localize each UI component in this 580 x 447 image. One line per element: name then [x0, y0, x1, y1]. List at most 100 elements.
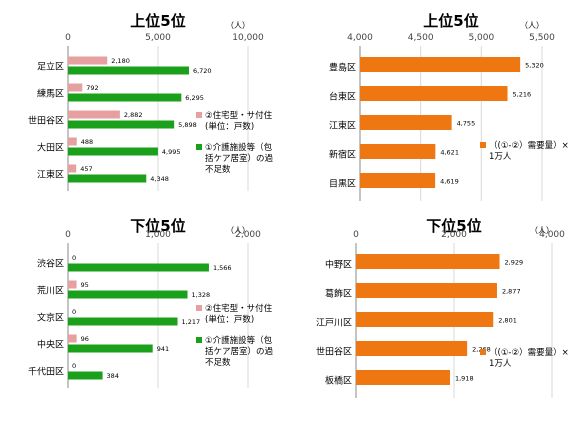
data-label: 4,755 — [457, 120, 476, 128]
category-label: 葛飾区 — [325, 288, 352, 300]
chart-bottom-right: 下位5位 （人） 0 2,000 4,000 中野区 2,929 葛飾区 2,877 江戸川区 2,… — [290, 205, 580, 420]
bar — [356, 254, 500, 269]
tick-label: 5,500 — [529, 33, 555, 43]
category-label: 荒川区 — [37, 286, 64, 297]
category-label: 大田区 — [37, 142, 64, 154]
legend-label: 不足数 — [205, 357, 231, 368]
category-label: 練馬区 — [37, 88, 64, 100]
legend-swatch — [196, 112, 202, 118]
category-label: 中野区 — [325, 259, 352, 271]
legend-swatch — [196, 144, 202, 150]
bar — [356, 283, 497, 298]
chart-svg: 上位5位 （人） 0 5,000 10,000 足立区 2,180 6,720 練馬区 792 6,… — [28, 12, 274, 191]
legend-label: （(①-②）需要量）× — [489, 347, 569, 358]
bar — [360, 115, 452, 130]
category-label: 足立区 — [37, 61, 64, 73]
data-label: 2,882 — [124, 111, 143, 119]
data-label: 5,216 — [513, 91, 532, 99]
legend-label: 1万人 — [489, 152, 512, 162]
data-label: 6,295 — [185, 94, 204, 102]
data-label: 1,566 — [213, 264, 232, 272]
bar — [360, 173, 436, 188]
bar — [68, 280, 77, 289]
category-label: 文京区 — [37, 312, 64, 324]
legend-label: (単位：戸数) — [205, 121, 254, 132]
category-label: 江戸川区 — [316, 318, 352, 329]
bar — [360, 57, 521, 72]
data-label: 5,898 — [178, 121, 197, 129]
tick-label: 1,000 — [145, 230, 171, 240]
tick-label: 0 — [65, 33, 71, 43]
legend-label: ②住宅型・サ付住 — [205, 110, 273, 121]
bar — [68, 66, 189, 75]
bar — [68, 110, 120, 119]
chart-svg: 下位5位 （人） 0 1,000 2,000 渋谷区 0 1,566 荒川区 95 1,328 文京区… — [28, 217, 274, 388]
tick-label: 4,500 — [408, 33, 434, 43]
bar — [68, 334, 77, 343]
data-label: 4,995 — [162, 148, 181, 156]
legend-swatch — [480, 349, 486, 355]
bar — [360, 86, 508, 101]
chart-svg: 上位5位 （人） 4,000 4,500 5,000 5,500 豊島区 5,320 台東区 5,… — [329, 12, 569, 201]
tick-label: 4,000 — [539, 230, 565, 240]
legend-label: （(①-②）需要量）× — [489, 140, 569, 151]
legend-label: ①介護施設等（包 — [205, 142, 273, 153]
category-label: 中央区 — [37, 339, 64, 351]
bar — [68, 371, 103, 380]
bar — [68, 263, 209, 272]
category-label: 世田谷区 — [316, 346, 352, 358]
category-label: 豊島区 — [329, 62, 356, 74]
data-label: 941 — [157, 345, 169, 353]
data-label: 5,320 — [525, 62, 544, 70]
data-label: 792 — [86, 84, 98, 92]
chart-top-right: 上位5位 （人） 4,000 4,500 5,000 5,500 豊島区 5,320 台東区 5,… — [290, 0, 580, 215]
chart-top-left: 上位5位 （人） 0 5,000 10,000 足立区 2,180 6,720 練馬区 792 6,… — [0, 0, 290, 215]
chart-title: 下位5位 — [130, 217, 185, 235]
data-label: 96 — [81, 335, 89, 343]
tick-label: 5,000 — [468, 33, 494, 43]
bar — [68, 147, 158, 156]
category-label: 江東区 — [37, 169, 64, 181]
category-label: 渋谷区 — [37, 258, 64, 270]
legend-swatch — [196, 337, 202, 343]
data-label: 384 — [107, 372, 119, 380]
data-label: 2,877 — [502, 288, 521, 296]
chart-svg: 下位5位 （人） 0 2,000 4,000 中野区 2,929 葛飾区 2,877 江戸川区 2,… — [316, 217, 569, 398]
data-label: 1,217 — [182, 318, 201, 326]
legend-label: 括ケア居室）の過 — [205, 346, 274, 357]
bar — [68, 174, 147, 183]
bar — [68, 290, 188, 299]
data-label: 4,619 — [440, 178, 459, 186]
category-label: 千代田区 — [28, 367, 64, 378]
data-label: 1,328 — [192, 291, 211, 299]
data-label: 95 — [81, 281, 89, 289]
data-label: 2,801 — [498, 317, 517, 325]
chart-title: 上位5位 — [130, 12, 185, 30]
bar — [68, 317, 178, 326]
bar — [356, 370, 450, 385]
data-label: 2,180 — [111, 57, 130, 65]
bar — [68, 137, 77, 146]
bar — [360, 144, 436, 159]
data-label: 4,621 — [440, 149, 459, 157]
legend-label: 不足数 — [205, 164, 231, 175]
tick-label: 0 — [353, 230, 359, 240]
data-label: 0 — [72, 254, 76, 262]
bar — [68, 164, 77, 173]
category-label: 新宿区 — [329, 149, 356, 161]
data-label: 488 — [81, 138, 93, 146]
data-label: 0 — [72, 308, 76, 316]
data-label: 0 — [72, 362, 76, 370]
axis-unit: （人） — [520, 21, 544, 30]
bar — [68, 83, 83, 92]
legend-label: ②住宅型・サ付住 — [205, 303, 273, 314]
data-label: 6,720 — [193, 67, 212, 75]
tick-label: 10,000 — [232, 33, 264, 43]
category-label: 板橋区 — [325, 375, 352, 387]
tick-label: 4,000 — [347, 33, 373, 43]
legend-label: ①介護施設等（包 — [205, 335, 273, 346]
legend-label: 1万人 — [489, 359, 512, 369]
legend-label: 括ケア居室）の過 — [205, 153, 274, 164]
tick-label: 0 — [65, 230, 71, 240]
chart-title: 上位5位 — [423, 12, 478, 30]
